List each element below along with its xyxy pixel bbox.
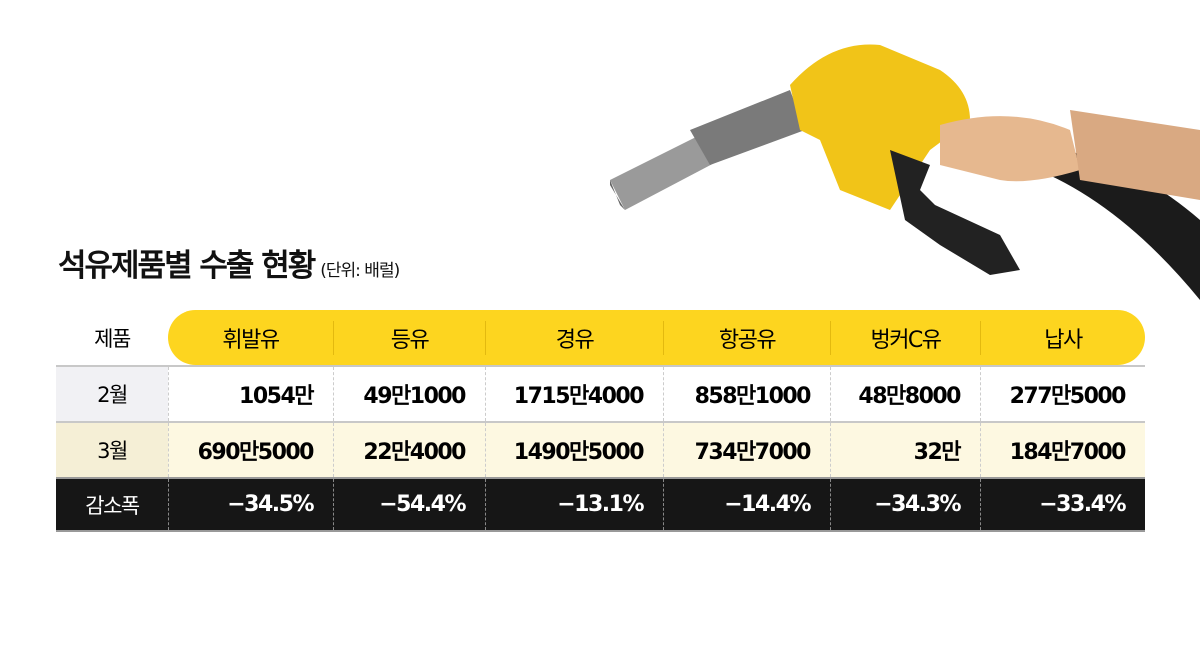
corner-label: 제품 bbox=[94, 326, 131, 351]
table-cell: 184만7000 bbox=[980, 423, 1145, 477]
table-row-decrease: 감소폭 −34.5% −54.4% −13.1% −14.4% −34.3% −… bbox=[56, 477, 1145, 532]
table-cell: −33.4% bbox=[980, 479, 1145, 530]
header-pill bbox=[168, 310, 1145, 365]
header-row: 제품 휘발유 등유 경유 항공유 벙커C유 납사 bbox=[56, 310, 1145, 365]
unit-label: (단위: 배럴) bbox=[320, 261, 400, 281]
table-cell: 1715만4000 bbox=[485, 367, 663, 421]
table-cell: 734만7000 bbox=[663, 423, 830, 477]
table-cell: 690만5000 bbox=[168, 423, 333, 477]
row-label: 감소폭 bbox=[85, 493, 140, 518]
column-header: 휘발유 bbox=[222, 327, 280, 353]
table-row-february: 2월 1054만 49만1000 1715만4000 858만1000 48만8… bbox=[56, 365, 1145, 421]
export-table: 제품 휘발유 등유 경유 항공유 벙커C유 납사 2월 1054만 49만100… bbox=[56, 310, 1145, 532]
table-row-march: 3월 690만5000 22만4000 1490만5000 734만7000 3… bbox=[56, 421, 1145, 477]
column-header: 경유 bbox=[485, 320, 663, 355]
table-cell: −34.5% bbox=[168, 479, 333, 530]
table-cell: 1054만 bbox=[168, 367, 333, 421]
fuel-nozzle-image bbox=[610, 44, 1200, 300]
table-cell: 49만1000 bbox=[333, 367, 485, 421]
column-header: 항공유 bbox=[663, 320, 830, 355]
table-cell: −13.1% bbox=[485, 479, 663, 530]
column-header: 등유 bbox=[333, 320, 485, 355]
table-cell: −34.3% bbox=[830, 479, 980, 530]
table-cell: −54.4% bbox=[333, 479, 485, 530]
table-cell: 1490만5000 bbox=[485, 423, 663, 477]
column-header: 납사 bbox=[980, 320, 1145, 355]
table-cell: 277만5000 bbox=[980, 367, 1145, 421]
row-label: 2월 bbox=[56, 367, 168, 421]
table-cell: −14.4% bbox=[663, 479, 830, 530]
column-header: 벙커C유 bbox=[830, 320, 980, 355]
row-label: 3월 bbox=[56, 423, 168, 477]
table-cell: 48만8000 bbox=[830, 367, 980, 421]
chart-title: 석유제품별 수출 현황 (단위: 배럴) bbox=[58, 248, 400, 284]
table-cell: 32만 bbox=[830, 423, 980, 477]
table-cell: 858만1000 bbox=[663, 367, 830, 421]
table-cell: 22만4000 bbox=[333, 423, 485, 477]
